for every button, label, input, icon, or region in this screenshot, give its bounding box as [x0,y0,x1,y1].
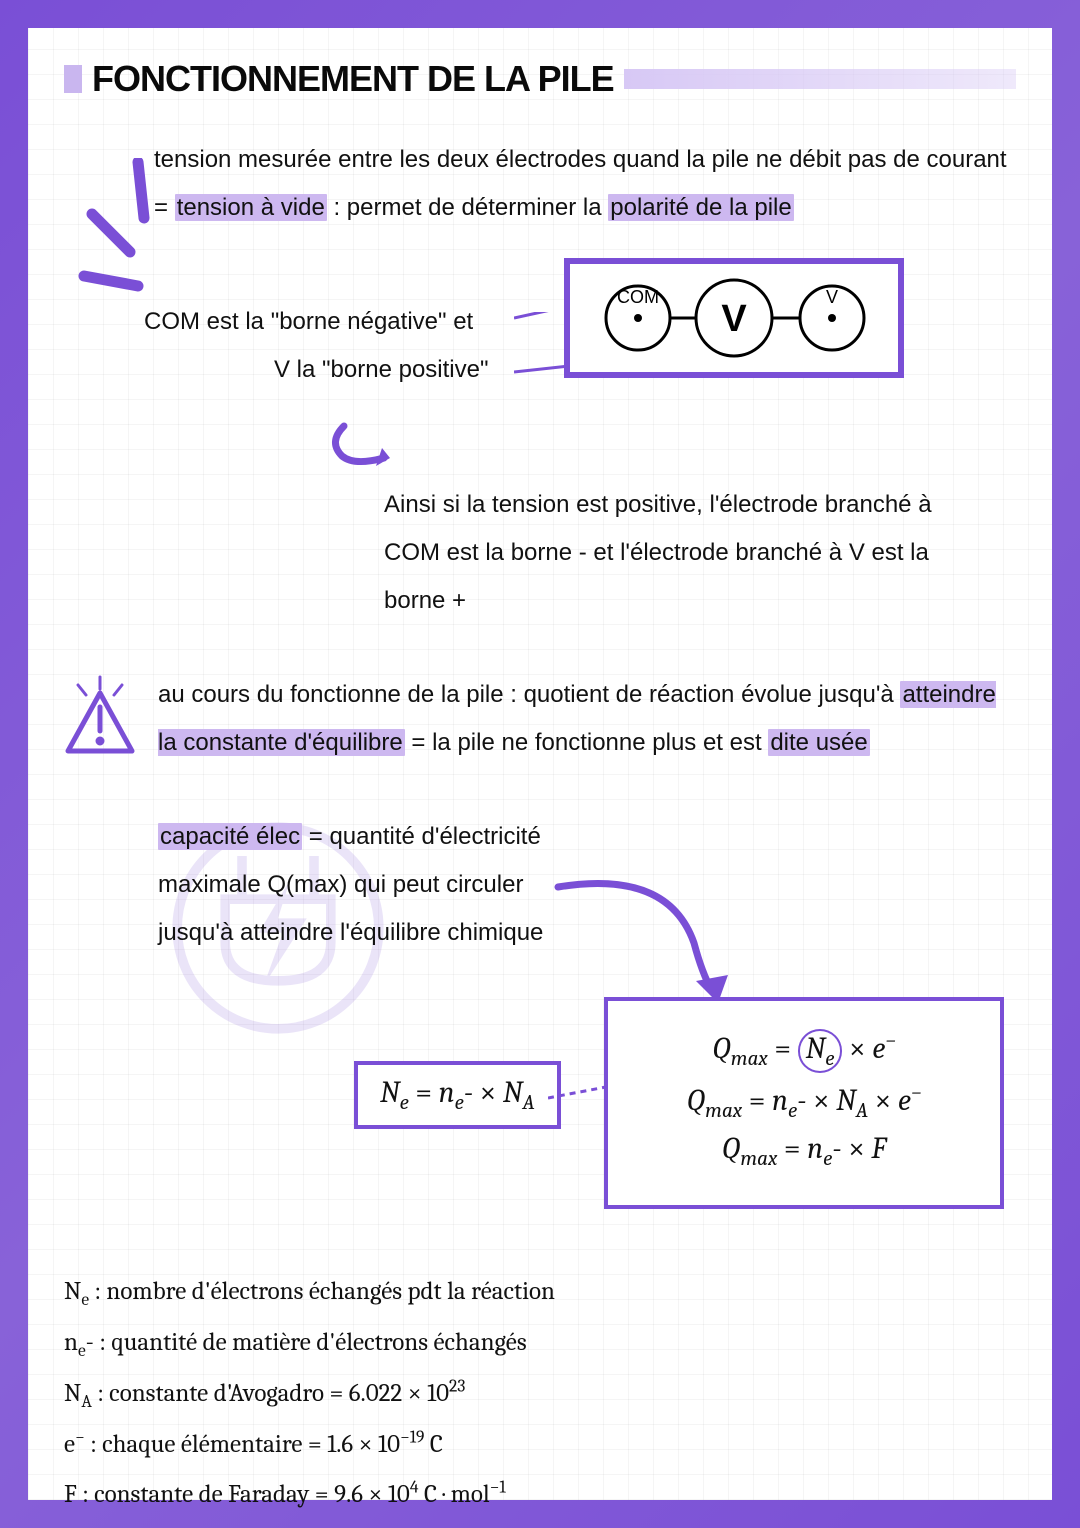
voltmeter-center-label: V [721,298,747,340]
com-block: COM est la "borne négative" et V la "bor… [144,272,1016,392]
formula-q3: Qmax = ne- × F [628,1131,980,1171]
voltmeter-diagram: COM V V [564,258,904,378]
voltmeter-svg: COM V V [584,273,884,363]
com-line-1: COM est la "borne négative" et [144,308,473,336]
capacity-block: capacité élec = quantité d'électricité m… [158,813,578,957]
title-accent-left [64,65,82,93]
paragraph-quotient: au cours du fonctionne de la pile : quot… [158,671,1016,767]
p1-mid: : permet de déterminer la [327,194,608,221]
paper: FONCTIONNEMENT DE LA PILE tension mesuré… [28,28,1052,1500]
def-faraday: F : constante de Faraday = 9.6 × 104 C ·… [64,1470,1016,1520]
paragraph-tension: tension mesurée entre les deux électrode… [154,136,1016,232]
warning-triangle-icon [60,671,140,761]
p3-mid: = la pile ne fonctionne plus et est [405,729,769,756]
formula-q1: Qmax = Ne × e− [628,1029,980,1073]
formula-q2: Qmax = ne- × NA × e− [628,1081,980,1123]
highlight-capacite: capacité élec [158,823,302,850]
def-e: e− : chaque élémentaire = 1.6 × 10−19 C [64,1420,1016,1470]
formula-qmax-box: Qmax = Ne × e− Qmax = ne- × NA × e− Qmax… [604,997,1004,1209]
highlight-polarite: polarité de la pile [608,194,793,221]
title-accent-right [624,69,1016,89]
voltmeter-com-label: COM [617,287,659,307]
title-row: FONCTIONNEMENT DE LA PILE [64,58,1016,100]
formula-ne: Ne = ne- × NA [354,1061,561,1129]
com-line-2: V la "borne positive" [274,356,489,384]
def-na: NA : constante d'Avogadro = 6.022 × 1023 [64,1369,1016,1420]
formula-ne-text: Ne = ne- × NA [380,1075,535,1110]
highlight-tension-vide: tension à vide [175,194,327,221]
formula-row: Ne = ne- × NA Qmax = Ne × e− Qmax = ne- … [64,997,1016,1257]
def-ne: Ne : nombre d'électrons échangés pdt la … [64,1267,1016,1318]
warning-block: au cours du fonctionne de la pile : quot… [64,671,1016,767]
def-ne-minus: ne- : quantité de matière d'électrons éc… [64,1318,1016,1369]
voltmeter-v-label: V [826,287,838,307]
p3-pre: au cours du fonctionne de la pile : quot… [158,681,900,708]
page-title: FONCTIONNEMENT DE LA PILE [82,58,624,100]
curly-arrow-icon [324,422,404,472]
paragraph-positive: Ainsi si la tension est positive, l'élec… [384,481,984,625]
definitions: Ne : nombre d'électrons échangés pdt la … [64,1267,1016,1520]
page-frame: FONCTIONNEMENT DE LA PILE tension mesuré… [0,0,1080,1528]
highlight-usee: dite usée [768,729,869,756]
